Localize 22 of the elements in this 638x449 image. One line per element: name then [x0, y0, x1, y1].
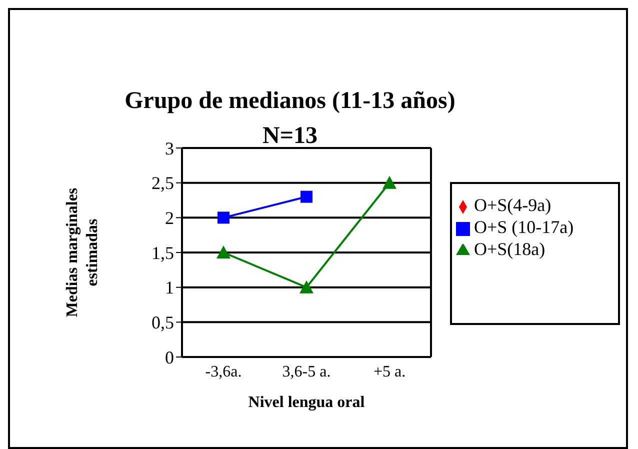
x-tick-label: +5 a.	[373, 363, 406, 380]
point	[300, 190, 312, 203]
x-axis-title: Nivel lengua oral	[248, 394, 366, 411]
y-axis-title: Medias marginales estimadas	[64, 188, 101, 318]
y-tick-label: 2,5	[152, 173, 174, 194]
point	[300, 280, 314, 294]
legend-label: O+S(4-9a)	[474, 195, 552, 215]
y-tick-label: 0	[165, 347, 174, 368]
x-tick-label: 3,6-5 a.	[282, 363, 331, 380]
chart-title: Grupo de medianos (11-13 años)	[124, 88, 456, 115]
y-tick-label: 1	[165, 278, 174, 298]
legend-label: O+S(18a)	[474, 239, 546, 259]
y-tick-label: 2	[165, 208, 174, 228]
legend-label: O+S (10-17a)	[474, 217, 574, 237]
point	[216, 246, 230, 258]
x-tick-label: -3,6a.	[205, 363, 242, 380]
y-tick-label: 3	[165, 138, 174, 158]
chart-subtitle: N=13	[262, 123, 318, 149]
y-tick-label: 0,5	[152, 312, 174, 333]
y-tick-label: 1,5	[152, 242, 174, 263]
point	[218, 212, 230, 224]
point	[382, 176, 396, 189]
